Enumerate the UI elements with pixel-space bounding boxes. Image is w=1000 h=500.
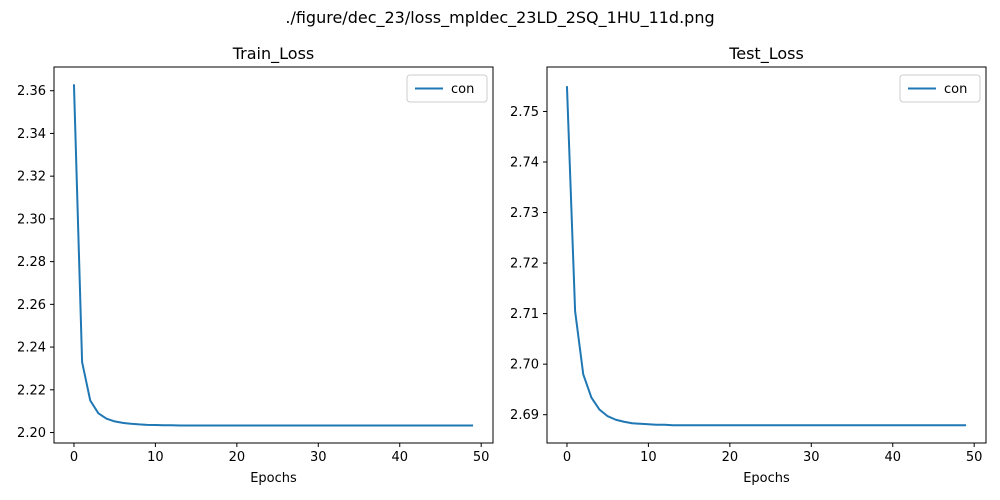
test-legend: con	[899, 74, 981, 103]
train-x-axis-label: Epochs	[250, 471, 297, 486]
train-y-tick-label: 2.26	[17, 298, 46, 313]
train-x-tick-label: 40	[391, 450, 408, 465]
train-y-tick-label: 2.30	[17, 212, 46, 227]
train-loss-chart: 0 10 20 30 40 50 2.20 2.22 2.24 2.26 2.28 2.30 2.32 2…	[17, 44, 494, 486]
train-chart-title: Train_Loss	[232, 44, 314, 64]
test-x-tick-label: 40	[884, 450, 901, 465]
test-y-tick-label: 2.69	[510, 408, 539, 423]
test-x-tick-label: 0	[563, 450, 571, 465]
train-x-tick-label: 0	[70, 450, 78, 465]
test-y-tick-label: 2.75	[510, 105, 539, 120]
test-x-tick-label: 10	[640, 450, 657, 465]
figure-suptitle: ./figure/dec_23/loss_mpldec_23LD_2SQ_1HU…	[285, 8, 714, 28]
train-legend-label: con	[451, 82, 474, 97]
train-y-tick-label: 2.36	[17, 84, 46, 99]
train-legend: con	[406, 74, 488, 103]
train-legend-box	[406, 74, 488, 103]
test-y-tick-label: 2.71	[510, 307, 539, 322]
train-y-tick-label: 2.32	[17, 170, 46, 185]
test-y-tick-label: 2.74	[510, 156, 539, 171]
test-axes-frame	[546, 66, 987, 444]
test-y-tick-label: 2.70	[510, 358, 539, 373]
train-x-tick-label: 50	[473, 450, 490, 465]
train-y-tick-label: 2.24	[17, 341, 46, 356]
train-y-tick-label: 2.28	[17, 255, 46, 270]
test-chart-title: Test_Loss	[728, 44, 804, 64]
train-y-tick-label: 2.34	[17, 127, 46, 142]
test-x-tick-label: 20	[722, 450, 739, 465]
train-x-tick-label: 30	[310, 450, 327, 465]
test-y-tick-label: 2.73	[510, 206, 539, 221]
test-series-line-con	[565, 86, 967, 427]
test-legend-box	[899, 74, 981, 103]
train-x-tick-label: 20	[229, 450, 246, 465]
test-x-axis-label: Epochs	[743, 471, 790, 486]
train-x-tick-label: 10	[147, 450, 164, 465]
test-x-tick-label: 50	[966, 450, 983, 465]
test-legend-label: con	[944, 82, 967, 97]
test-y-tick-label: 2.72	[510, 257, 539, 272]
train-y-tick-label: 2.22	[17, 383, 46, 398]
test-x-tick-label: 30	[803, 450, 820, 465]
train-axes-frame	[53, 66, 494, 444]
train-series-line-con	[72, 84, 474, 427]
train-y-tick-label: 2.20	[17, 426, 46, 441]
test-loss-chart: 0 10 20 30 40 50 2.69 2.70 2.71 2.72 2.73 2.74 2.75 T…	[510, 44, 987, 486]
